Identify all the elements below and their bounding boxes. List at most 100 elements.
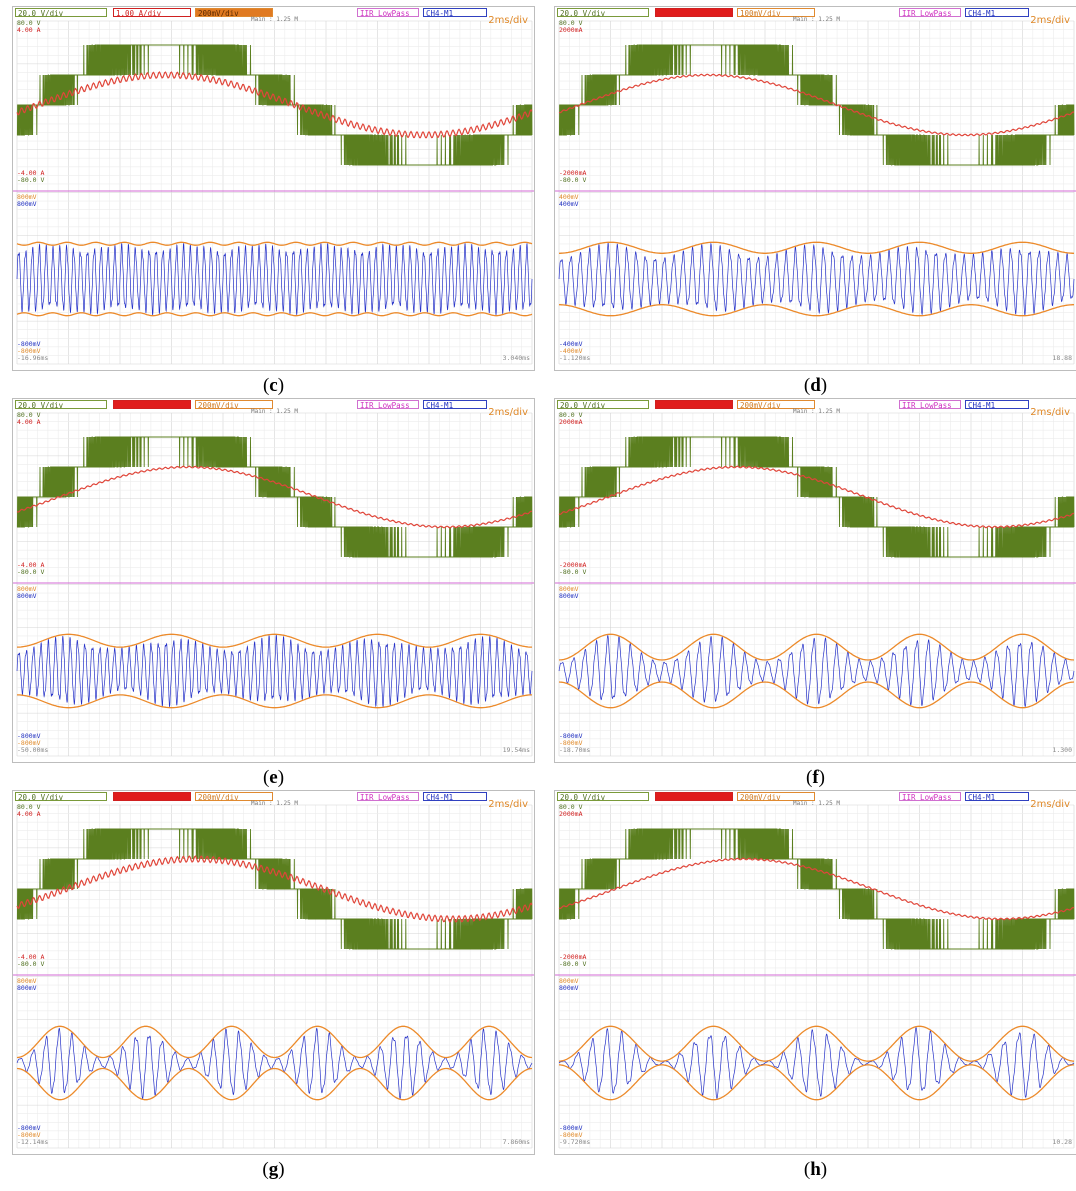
- ch4-bottom-label: -800mV: [17, 340, 41, 348]
- oscilloscope-screen: 20.0 V/div 200mV/div IIR LowPass CH4-M1 Main…: [12, 790, 535, 1155]
- time-per-div-label: 2ms/div: [1030, 799, 1070, 810]
- ch4-top-label: 400mV: [559, 200, 579, 208]
- filter-badge: IIR LowPass: [357, 8, 419, 18]
- time-per-div-label: 2ms/div: [488, 799, 528, 810]
- scope-panel-c: 20.0 V/div 1.00 A/div 200mV/div IIR LowPass…: [12, 6, 535, 396]
- ch3-top-label: 800mV: [17, 585, 37, 593]
- voltage-top-label: 80.0 V: [559, 19, 583, 27]
- scope-panel-h: 20.0 V/div 200mV/div IIR LowPass CH4-M1 Main…: [554, 790, 1076, 1180]
- voltage-bottom-label: -80.0 V: [17, 960, 45, 968]
- panel-caption: (d): [803, 375, 828, 396]
- carrier-trace: [16, 1027, 533, 1100]
- panel-caption-letter: g: [268, 1159, 279, 1180]
- panel-caption-letter: h: [810, 1159, 821, 1180]
- panel-caption: (h): [803, 1159, 828, 1180]
- ch4-top-label: 800mV: [17, 200, 37, 208]
- ch3-badge: 200mV/div: [737, 400, 815, 410]
- grid: [16, 20, 533, 365]
- timebase-label: Main : 1.25 M: [251, 800, 298, 807]
- envelope-upper-trace: [558, 633, 1075, 661]
- ch2-badge: [655, 792, 733, 801]
- oscilloscope-screen: 20.0 V/div 100mV/div IIR LowPass CH4-M1 Main…: [554, 6, 1076, 371]
- waveform-plot: [555, 20, 1076, 365]
- envelope-lower-trace: [17, 694, 532, 709]
- timebase-label: Main : 1.25 M: [793, 408, 840, 415]
- ch2-badge: [655, 400, 733, 409]
- panel-caption-letter: d: [810, 375, 821, 396]
- voltage-top-label: 80.0 V: [17, 411, 41, 419]
- current-trace: [558, 73, 1075, 137]
- filter-badge: IIR LowPass: [899, 400, 961, 410]
- panel-caption-letter: e: [269, 767, 278, 788]
- voltage-top-label: 80.0 V: [559, 411, 583, 419]
- time-right-label: 10.28: [1052, 1138, 1072, 1146]
- ch4-bottom-label: -800mV: [559, 1124, 583, 1132]
- ch3-badge: 200mV/div: [195, 8, 273, 18]
- reference-badge: CH4-M1: [423, 792, 487, 802]
- ch1-badge: 20.0 V/div: [15, 792, 107, 802]
- filter-badge: IIR LowPass: [357, 792, 419, 802]
- ch4-bottom-label: -800mV: [17, 732, 41, 740]
- panel-caption-letter: c: [269, 375, 278, 396]
- panel-caption-letter: f: [812, 767, 819, 788]
- ch1-badge: 20.0 V/div: [557, 400, 649, 410]
- voltage-bottom-label: -80.0 V: [559, 960, 587, 968]
- panel-caption: (c): [262, 375, 285, 396]
- carrier-trace: [16, 634, 533, 708]
- current-top-label: 4.00 A: [17, 810, 41, 818]
- voltage-bottom-label: -80.0 V: [17, 176, 45, 184]
- ch1-badge: 20.0 V/div: [15, 8, 107, 18]
- ch2-badge: [655, 8, 733, 17]
- scope-panel-e: 20.0 V/div 200mV/div IIR LowPass CH4-M1 Main…: [12, 398, 535, 788]
- time-per-div-label: 2ms/div: [488, 407, 528, 418]
- time-right-label: 18.88: [1052, 354, 1072, 362]
- current-bottom-label: -2000mA: [559, 953, 587, 961]
- timebase-label: Main : 1.25 M: [251, 16, 298, 23]
- ch4-bottom-label: -800mV: [17, 1124, 41, 1132]
- voltage-trace: [16, 44, 533, 166]
- ch3-bottom-label: -800mV: [559, 739, 583, 747]
- reference-badge: CH4-M1: [965, 792, 1029, 802]
- carrier-trace: [558, 242, 1075, 316]
- waveform-plot: [13, 804, 534, 1149]
- oscilloscope-screen: 20.0 V/div 200mV/div IIR LowPass CH4-M1 Main…: [554, 398, 1076, 763]
- ch2-badge: [113, 792, 191, 801]
- current-bottom-label: -4.00 A: [17, 561, 45, 569]
- time-left-label: -12.14ms: [17, 1138, 49, 1146]
- time-left-label: -18.70ms: [559, 746, 591, 754]
- time-left-label: -9.720ms: [559, 1138, 591, 1146]
- current-bottom-label: -2000mA: [559, 169, 587, 177]
- oscilloscope-screen: 20.0 V/div 200mV/div IIR LowPass CH4-M1 Main…: [12, 398, 535, 763]
- ch3-bottom-label: -800mV: [17, 739, 41, 747]
- current-top-label: 2000mA: [559, 418, 583, 426]
- envelope-upper-trace: [16, 241, 533, 246]
- current-top-label: 4.00 A: [17, 418, 41, 426]
- current-bottom-label: -2000mA: [559, 561, 587, 569]
- current-trace: [558, 465, 1075, 529]
- scope-panel-f: 20.0 V/div 200mV/div IIR LowPass CH4-M1 Main…: [554, 398, 1076, 788]
- voltage-trace: [16, 828, 533, 950]
- voltage-top-label: 80.0 V: [559, 803, 583, 811]
- envelope-upper-trace: [16, 1025, 533, 1059]
- voltage-top-label: 80.0 V: [17, 19, 41, 27]
- envelope-upper-trace: [558, 1025, 1075, 1062]
- envelope-lower-trace: [558, 1064, 1075, 1101]
- time-right-label: 1.300: [1052, 746, 1072, 754]
- envelope-upper-trace: [559, 241, 1074, 254]
- time-right-label: 19.54ms: [502, 746, 530, 754]
- panel-caption: (f): [806, 767, 825, 788]
- ch3-top-label: 800mV: [559, 977, 579, 985]
- ch4-top-label: 800mV: [17, 984, 37, 992]
- time-right-label: 3.040ms: [502, 354, 530, 362]
- voltage-bottom-label: -80.0 V: [559, 176, 587, 184]
- voltage-trace: [558, 828, 1075, 950]
- ch1-badge: 20.0 V/div: [557, 792, 649, 802]
- current-trace: [16, 71, 533, 139]
- ch4-top-label: 800mV: [559, 984, 579, 992]
- voltage-trace: [558, 436, 1075, 558]
- timebase-label: Main : 1.25 M: [793, 800, 840, 807]
- waveform-plot: [13, 412, 534, 757]
- ch3-bottom-label: -400mV: [559, 347, 583, 355]
- time-left-label: -1.120ms: [559, 354, 591, 362]
- scope-panel-d: 20.0 V/div 100mV/div IIR LowPass CH4-M1 Main…: [554, 6, 1076, 396]
